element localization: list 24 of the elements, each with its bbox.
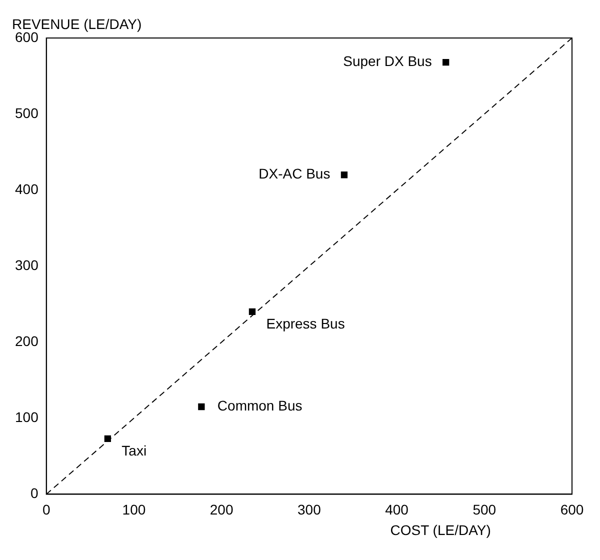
y-tick-label: 300 bbox=[15, 256, 39, 273]
x-tick-label: 400 bbox=[385, 501, 409, 518]
point bbox=[248, 308, 256, 316]
x-tick-label: 0 bbox=[42, 501, 50, 518]
point bbox=[198, 403, 205, 410]
x-tick-label: 500 bbox=[472, 501, 496, 518]
y-tick-label: 0 bbox=[30, 485, 39, 502]
y-tick-label: 500 bbox=[15, 104, 39, 121]
y-tick-label: 200 bbox=[15, 332, 39, 349]
x-axis-title: COST (LE/DAY) bbox=[390, 522, 491, 538]
x-tick-label: 300 bbox=[298, 501, 322, 518]
annotation: Express Bus bbox=[266, 316, 345, 332]
x-tick-label: 100 bbox=[122, 501, 146, 518]
annotation: Super DX Bus bbox=[343, 53, 432, 70]
annotation: DX-AC Bus bbox=[258, 166, 330, 182]
annotation: Common Bus bbox=[217, 398, 302, 414]
y-tick-label: 100 bbox=[15, 409, 39, 426]
point bbox=[104, 435, 112, 442]
annotation: Taxi bbox=[122, 442, 147, 459]
y-tick-label: 400 bbox=[15, 180, 39, 197]
x-tick-label: 600 bbox=[560, 501, 584, 518]
x-tick-label: 200 bbox=[210, 501, 234, 518]
point bbox=[340, 172, 348, 178]
point bbox=[442, 59, 450, 66]
